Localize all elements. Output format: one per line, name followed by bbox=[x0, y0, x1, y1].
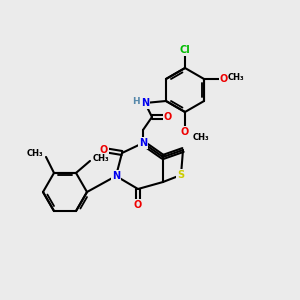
Text: CH₃: CH₃ bbox=[193, 133, 210, 142]
Text: N: N bbox=[141, 98, 149, 108]
Text: CH₃: CH₃ bbox=[93, 154, 110, 164]
Text: O: O bbox=[134, 200, 142, 210]
Text: S: S bbox=[177, 170, 184, 180]
Text: CH₃: CH₃ bbox=[26, 149, 43, 158]
Text: O: O bbox=[100, 145, 108, 155]
Text: N: N bbox=[139, 138, 147, 148]
Text: CH₃: CH₃ bbox=[228, 73, 245, 82]
Text: O: O bbox=[181, 127, 189, 137]
Text: Cl: Cl bbox=[180, 45, 190, 55]
Text: O: O bbox=[220, 74, 228, 84]
Text: O: O bbox=[164, 112, 172, 122]
Text: H: H bbox=[132, 97, 140, 106]
Text: N: N bbox=[112, 171, 120, 181]
